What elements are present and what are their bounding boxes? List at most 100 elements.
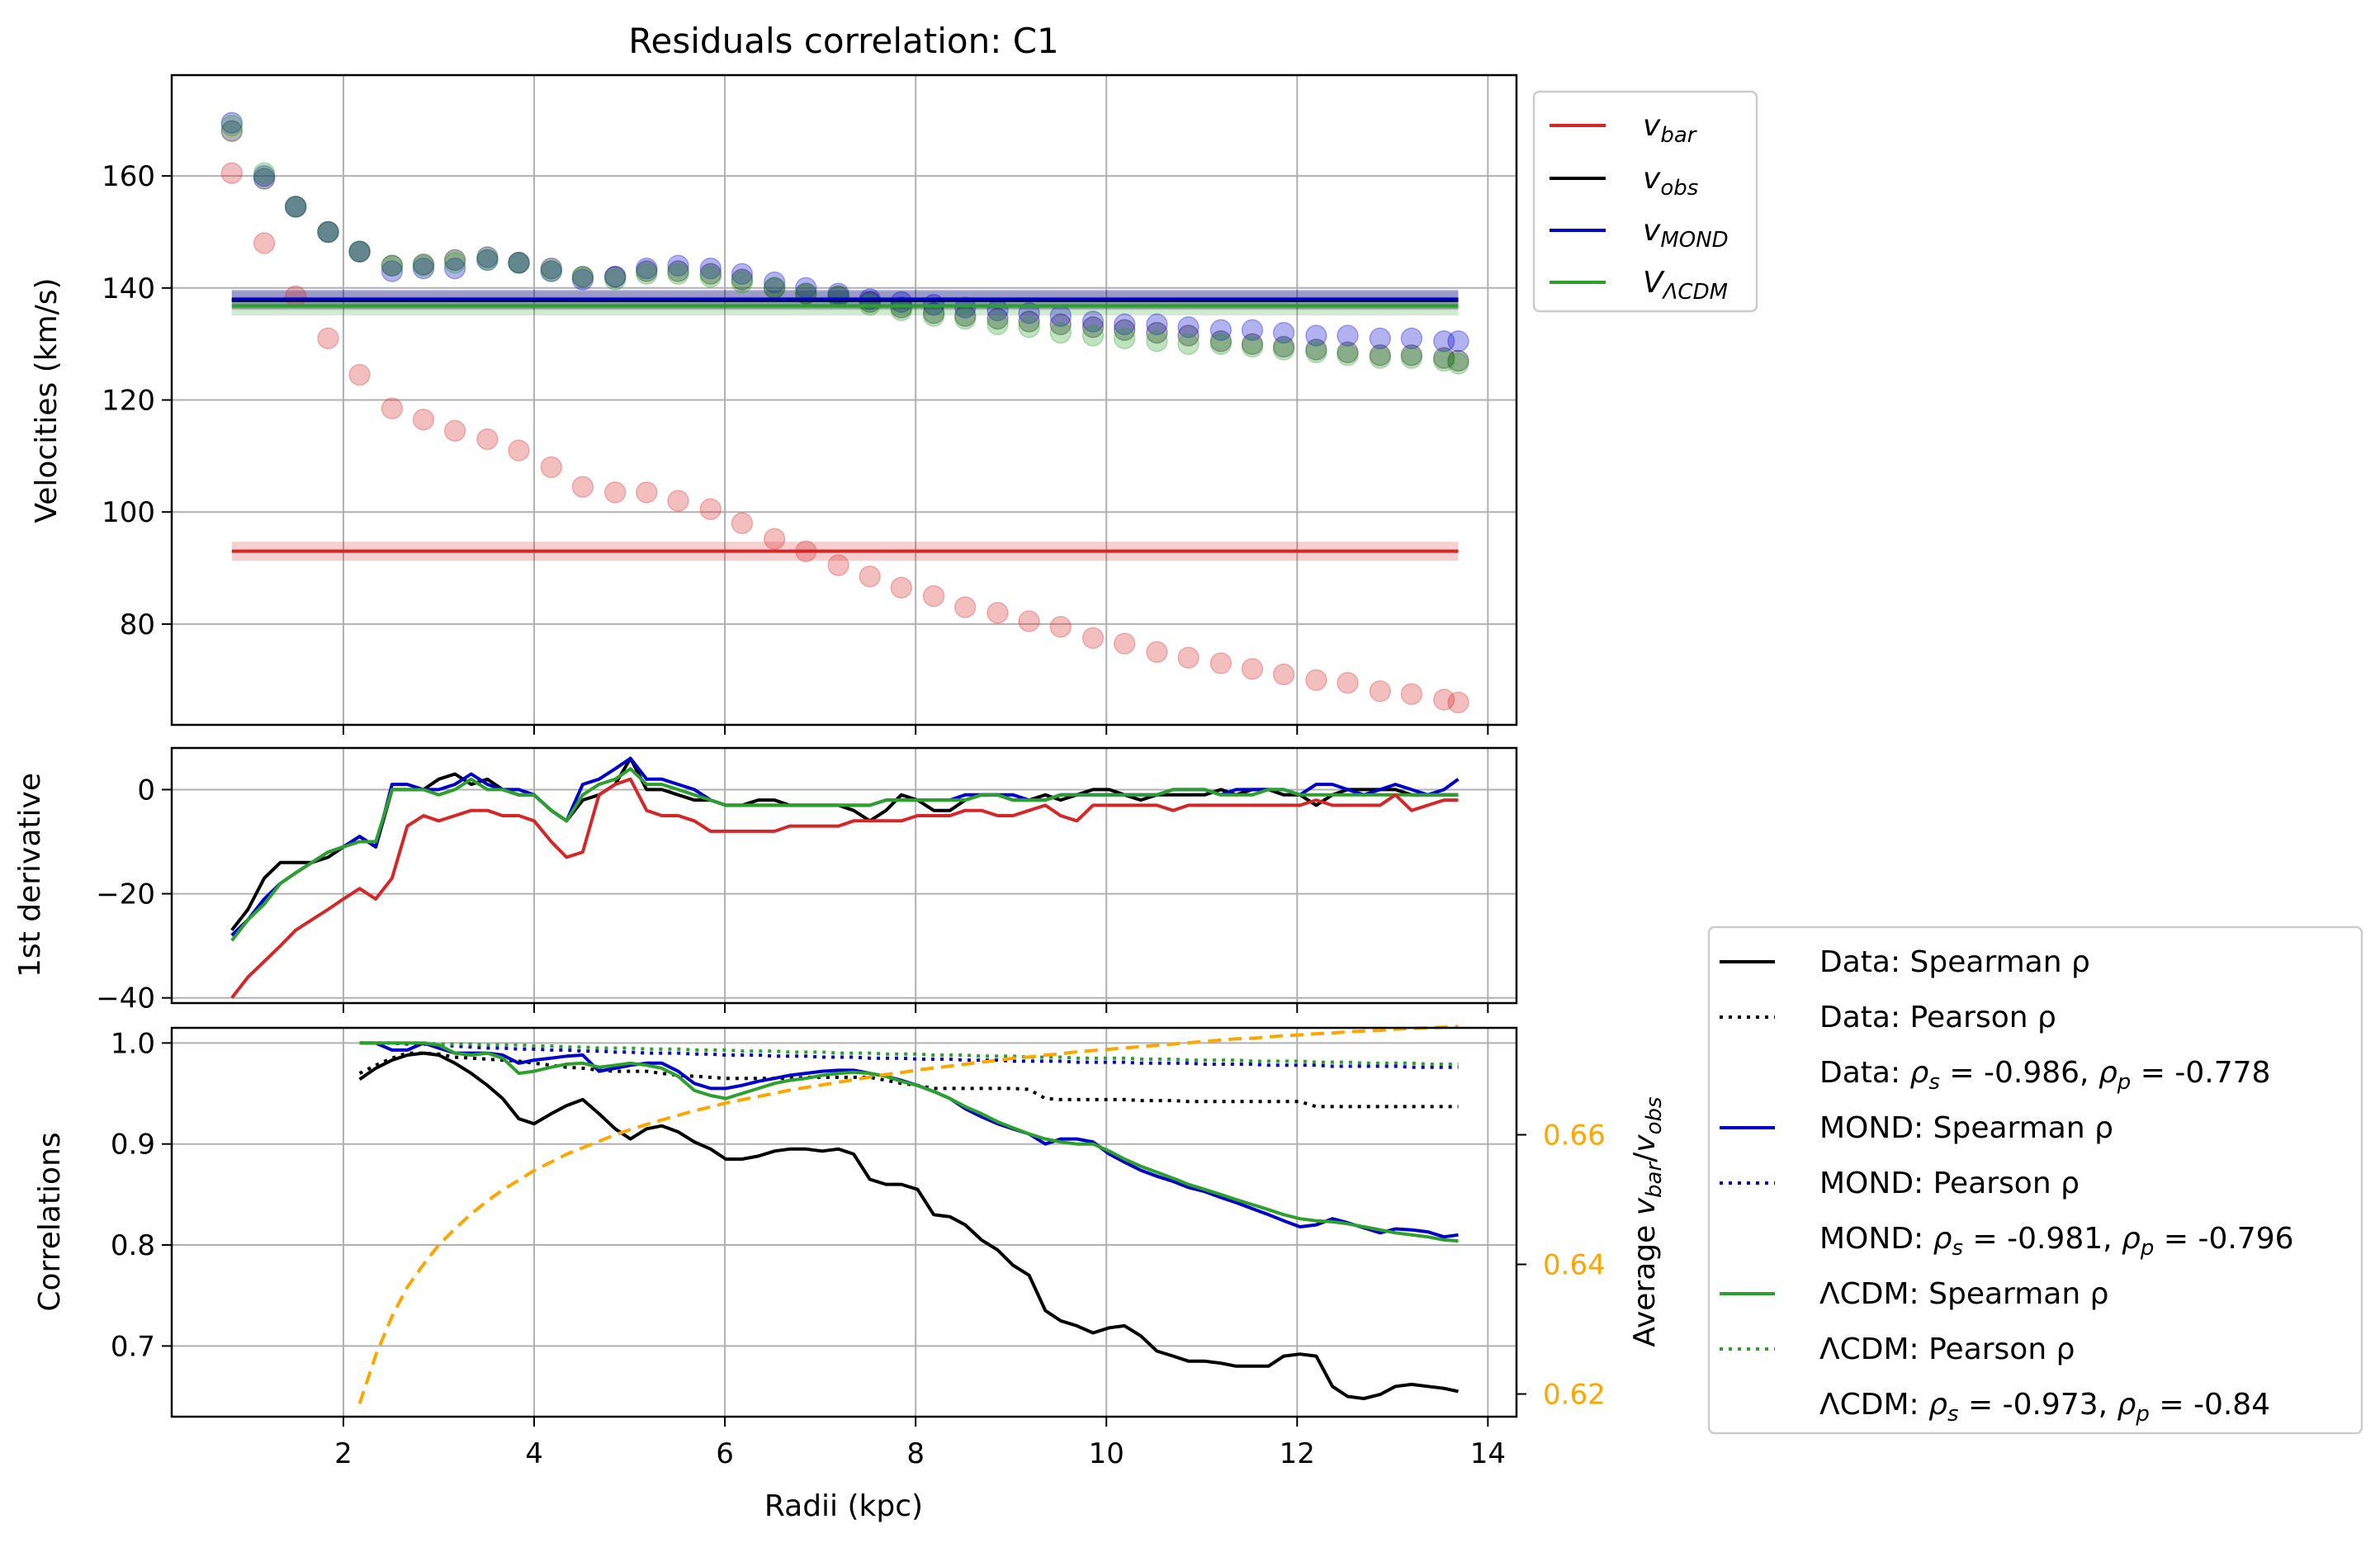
velocities-legend-frame [1532, 90, 1758, 313]
y-tick-label: 80 [120, 608, 155, 641]
y-tick-label: 0.8 [111, 1229, 155, 1262]
derivative-plot-area [230, 756, 1460, 999]
legend-label: MOND: ρs = -0.981, ρp = -0.796 [1819, 1222, 2294, 1261]
data-point [1432, 349, 1455, 372]
y-tick-label: 0 [137, 774, 155, 807]
data-point [731, 512, 754, 535]
data-point [1272, 663, 1295, 686]
data-point [1369, 327, 1392, 350]
data-point [1113, 313, 1136, 336]
data-point [1018, 316, 1040, 338]
data-point [317, 220, 339, 244]
series-line [230, 777, 1459, 999]
data-point [1272, 338, 1295, 361]
derivative-y-label: 1st derivative [13, 773, 47, 977]
legend-label: ΛCDM: ρs = -0.973, ρp = -0.84 [1819, 1388, 2270, 1427]
data-point [284, 285, 307, 308]
data-point [508, 252, 530, 274]
data-point [1241, 333, 1264, 355]
data-point [540, 260, 563, 282]
data-point [636, 263, 658, 286]
legend-label: MOND: Pearson ρ [1819, 1167, 2080, 1200]
legend-label-v-obs: vobs [1643, 162, 1698, 201]
y-tick-label: 120 [102, 385, 155, 418]
derivative-panel: −40 −20 0 1st derivative [13, 746, 1518, 1015]
data-point [1018, 302, 1040, 324]
data-point [1081, 310, 1105, 333]
data-point [1049, 321, 1072, 344]
data-point [667, 490, 689, 512]
data-point [317, 220, 339, 244]
data-point [1447, 330, 1469, 353]
data-point [571, 476, 594, 498]
correlations-legend: Data: Spearman ρ Data: Pearson ρ Data: ρs … [1707, 925, 2363, 1435]
series-line [357, 1025, 1459, 1404]
chart-title: Residuals correlation: C1 [628, 21, 1059, 61]
correlations-panel: 0.7 0.8 0.9 1.0 0.62 0.64 0.66 2 4 6 8 10 12 14 Cor… [33, 1025, 1667, 1523]
data-point [253, 168, 276, 190]
data-point [1049, 616, 1072, 638]
data-point [508, 252, 530, 274]
derivative-grid [172, 748, 1516, 1003]
series-line [359, 1041, 1459, 1243]
data-point [1146, 313, 1168, 336]
data-point [348, 240, 371, 263]
data-point [284, 196, 307, 218]
x-axis-label: Radii (kpc) [764, 1489, 923, 1523]
data-point [571, 265, 594, 288]
data-point [540, 456, 563, 479]
data-point [1177, 333, 1199, 355]
data-point [1146, 330, 1168, 353]
data-point [731, 263, 754, 286]
data-point [571, 265, 594, 288]
series-line [230, 756, 1460, 937]
data-point [763, 271, 786, 294]
data-point [381, 397, 404, 419]
legend-label: ΛCDM: Pearson ρ [1819, 1332, 2075, 1366]
data-point [476, 428, 499, 451]
velocities-plot-area [220, 111, 1469, 714]
correlations-plot-area [357, 1025, 1459, 1404]
data-point [953, 296, 977, 319]
data-point [412, 257, 435, 280]
data-point [890, 576, 913, 599]
correlations-legend-frame [1707, 925, 2363, 1435]
data-point [1369, 343, 1392, 367]
data-point [636, 481, 658, 504]
right-y-tick-label: 0.66 [1543, 1119, 1606, 1153]
y-tick-label: 160 [102, 160, 155, 193]
x-tick-label: 8 [906, 1437, 925, 1470]
y-tick-label: −40 [96, 982, 155, 1015]
data-point [1305, 338, 1327, 361]
derivative-y-ticks: −40 −20 0 [96, 774, 1489, 1015]
legend-label-v-mond: vMOND [1643, 214, 1729, 253]
data-point [1432, 689, 1455, 711]
data-point [508, 252, 530, 274]
data-point [571, 268, 594, 291]
data-point [348, 240, 371, 263]
x-tick-label: 2 [334, 1437, 353, 1470]
y-tick-label: 140 [102, 272, 155, 305]
data-point [1400, 343, 1423, 367]
legend-label: Data: ρs = -0.986, ρp = -0.778 [1819, 1056, 2270, 1095]
legend-label: Data: Pearson ρ [1819, 1001, 2056, 1034]
data-point [540, 260, 563, 282]
data-point [667, 254, 689, 277]
data-point [1209, 333, 1233, 355]
data-point [1209, 330, 1233, 353]
data-point [1081, 324, 1105, 347]
data-point [1432, 347, 1455, 369]
correlations-y-ticks: 0.7 0.8 0.9 1.0 [111, 1027, 1489, 1427]
data-point [220, 114, 244, 137]
data-point [636, 260, 658, 282]
velocities-legend: vbar vobs vMOND VΛCDM [1532, 90, 1758, 313]
velocities-panel: 80 100 120 140 160 Velocities (km/s) [30, 73, 1518, 735]
data-point [890, 299, 913, 322]
y-tick-label: 1.0 [111, 1027, 155, 1060]
legend-label-v-bar: vbar [1643, 109, 1698, 148]
data-point [317, 327, 339, 350]
data-point [1241, 319, 1264, 341]
data-point [859, 565, 881, 588]
data-point [1018, 610, 1040, 632]
